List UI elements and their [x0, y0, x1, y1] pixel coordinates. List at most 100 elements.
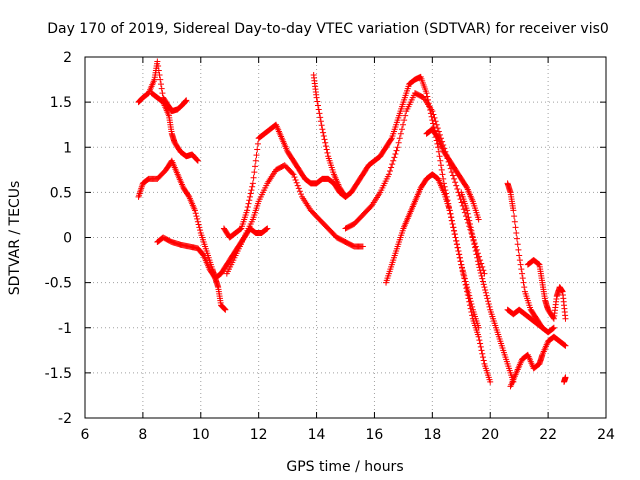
data-point — [324, 149, 331, 156]
y-tick-label: -0.5 — [45, 276, 72, 292]
data-point — [246, 193, 253, 200]
data-point — [185, 192, 192, 199]
data-point — [477, 270, 484, 277]
data-point — [472, 248, 479, 255]
data-point — [436, 153, 443, 160]
data-point — [458, 199, 465, 206]
data-point — [517, 261, 524, 268]
data-point — [157, 76, 164, 83]
data-point — [474, 254, 481, 261]
data-point — [449, 172, 456, 179]
series-track-9 — [383, 171, 482, 331]
data-point — [254, 146, 261, 153]
data-point — [448, 217, 455, 224]
data-point — [516, 257, 523, 264]
data-point — [474, 258, 481, 265]
data-point — [423, 90, 430, 97]
data-point — [158, 85, 165, 92]
x-tick-label: 20 — [481, 427, 499, 443]
data-point — [537, 323, 544, 330]
data-point — [194, 157, 201, 164]
data-point — [466, 217, 473, 224]
y-tick-label: -2 — [58, 411, 72, 427]
data-point — [183, 97, 190, 104]
data-point — [249, 183, 256, 190]
data-point — [154, 58, 161, 65]
data-point — [197, 227, 204, 234]
data-point — [318, 122, 325, 129]
data-point — [482, 289, 489, 296]
data-point — [469, 231, 476, 238]
data-point — [479, 354, 486, 361]
data-point — [429, 108, 436, 115]
data-point — [562, 315, 569, 322]
data-point — [319, 126, 326, 133]
data-point — [434, 134, 441, 141]
data-point — [448, 169, 455, 176]
data-point — [464, 207, 471, 214]
data-point — [247, 190, 254, 197]
y-tick-labels: -2 -1.5 -1 -0.5 0 0.5 1 1.5 2 — [45, 50, 72, 427]
data-point — [434, 125, 441, 132]
data-point — [472, 244, 479, 251]
data-point — [476, 337, 483, 344]
y-tick-label: 1 — [63, 140, 72, 156]
data-point — [450, 224, 457, 231]
data-point — [264, 225, 271, 232]
data-point — [469, 303, 476, 310]
data-point — [222, 306, 229, 313]
y-tick-label: 0.5 — [50, 185, 72, 201]
data-point — [486, 303, 493, 310]
data-point — [196, 224, 203, 231]
data-point — [513, 229, 520, 236]
x-tick-label: 24 — [597, 427, 615, 443]
data-point — [317, 114, 324, 121]
data-point — [460, 270, 467, 277]
data-point — [479, 263, 486, 270]
data-point — [314, 98, 321, 105]
data-point — [295, 185, 302, 192]
y-tick-label: -1.5 — [45, 366, 72, 382]
data-point — [397, 130, 404, 137]
y-tick-label: 0 — [63, 231, 72, 247]
data-point — [518, 266, 525, 273]
data-point — [144, 176, 151, 183]
data-point — [462, 278, 469, 285]
data-point — [463, 281, 470, 288]
data-point — [468, 301, 475, 308]
data-point — [193, 213, 200, 220]
data-point — [485, 298, 492, 305]
data-point — [466, 220, 473, 227]
data-point — [159, 90, 166, 97]
data-point — [251, 169, 258, 176]
series-track-14 — [507, 333, 569, 390]
data-point — [464, 284, 471, 291]
data-point — [289, 170, 296, 177]
data-point — [460, 206, 467, 213]
data-point — [455, 248, 462, 255]
data-point — [516, 252, 523, 259]
data-point — [389, 161, 396, 168]
data-point — [449, 220, 456, 227]
data-point — [192, 210, 199, 217]
data-point — [385, 171, 392, 178]
data-point — [253, 152, 260, 159]
series-track-5 — [220, 121, 349, 241]
data-point — [454, 244, 461, 251]
data-point — [477, 340, 484, 347]
data-point — [467, 224, 474, 231]
data-point — [470, 237, 477, 244]
data-point — [387, 167, 394, 174]
data-point — [452, 179, 459, 186]
data-point — [535, 261, 542, 268]
data-point — [511, 218, 518, 225]
data-point — [194, 156, 201, 163]
data-point — [395, 139, 402, 146]
data-point — [469, 234, 476, 241]
series-track-3 — [135, 157, 229, 313]
data-point — [435, 128, 442, 135]
data-point — [479, 278, 486, 285]
data-point — [457, 258, 464, 265]
data-point — [451, 231, 458, 238]
data-point — [513, 235, 520, 242]
